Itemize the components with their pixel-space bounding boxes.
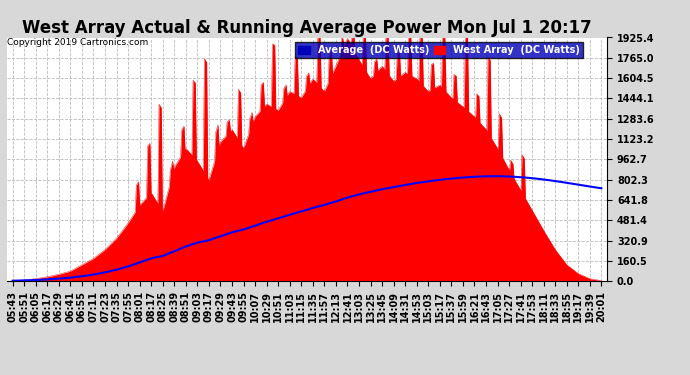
Legend: Average  (DC Watts), West Array  (DC Watts): Average (DC Watts), West Array (DC Watts… bbox=[295, 42, 583, 58]
Text: Copyright 2019 Cartronics.com: Copyright 2019 Cartronics.com bbox=[7, 38, 148, 47]
Title: West Array Actual & Running Average Power Mon Jul 1 20:17: West Array Actual & Running Average Powe… bbox=[22, 20, 592, 38]
